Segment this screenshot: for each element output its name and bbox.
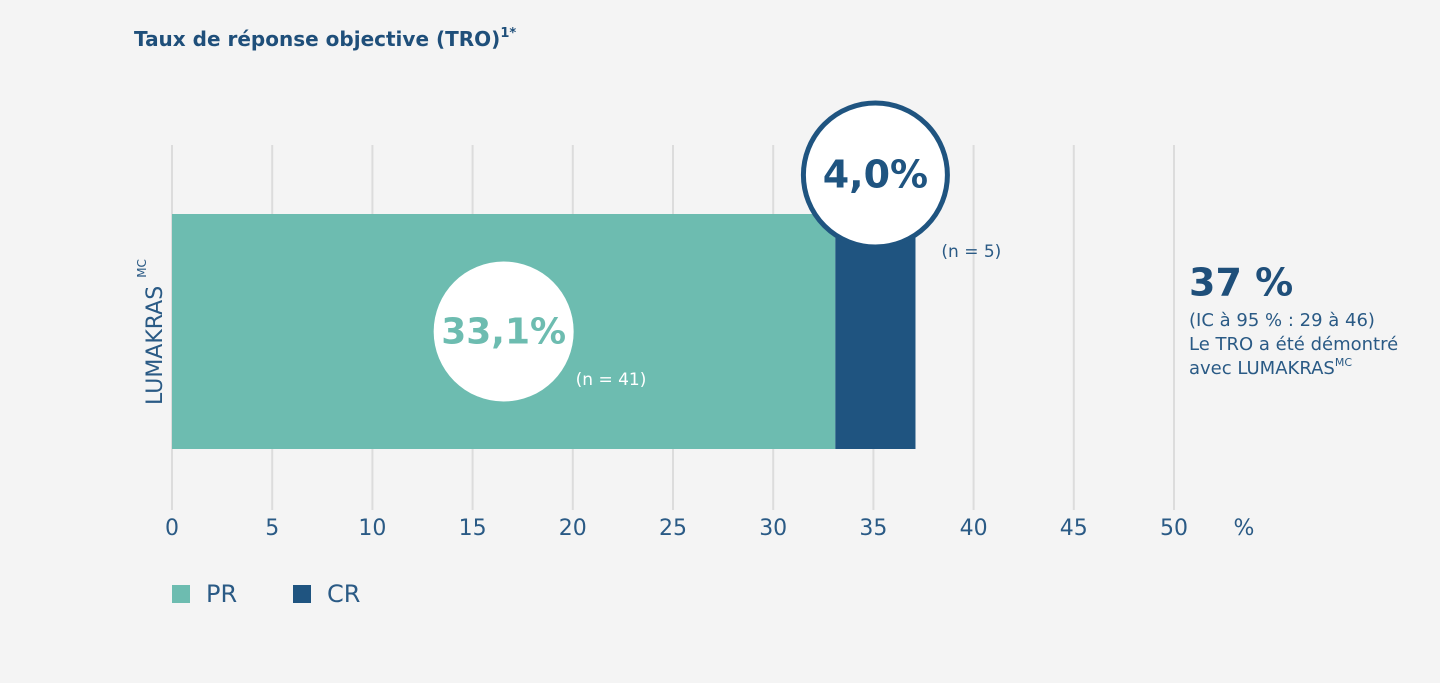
x-axis-label: % <box>1234 516 1255 541</box>
x-tick-label: 50 <box>1160 516 1188 541</box>
x-tick-label: 15 <box>459 516 487 541</box>
x-tick-label: 35 <box>859 516 887 541</box>
category-superscript: MC <box>135 259 149 278</box>
x-tick-label: 5 <box>265 516 279 541</box>
summary-headline: 37 % <box>1189 261 1293 305</box>
x-tick-label: 45 <box>1060 516 1088 541</box>
x-tick-label: 25 <box>659 516 687 541</box>
x-tick-label: 20 <box>559 516 587 541</box>
x-tick-label: 10 <box>358 516 386 541</box>
chart-title-group: Taux de réponse objective (TRO)1* <box>134 26 516 51</box>
count-label: (n = 41) <box>576 370 647 390</box>
summary-line: Le TRO a été démontré <box>1189 334 1398 355</box>
value-badge <box>800 100 950 250</box>
summary-line: avec LUMAKRASMC <box>1189 356 1352 379</box>
legend-label: CR <box>327 580 360 608</box>
value-badge <box>433 261 574 402</box>
title-superscript: 1* <box>500 26 516 41</box>
x-tick-label: 40 <box>960 516 988 541</box>
summary-superscript: MC <box>1335 356 1352 369</box>
category-label: LUMAKRAS <box>143 286 168 405</box>
value-label: 33,1% <box>441 312 566 353</box>
value-label: 4,0% <box>823 153 928 197</box>
x-tick-label: 30 <box>759 516 787 541</box>
count-label: (n = 5) <box>941 242 1001 262</box>
summary-line: (IC à 95 % : 29 à 46) <box>1189 310 1375 331</box>
legend-label: PR <box>206 580 237 608</box>
x-tick-label: 0 <box>165 516 179 541</box>
legend-swatch <box>293 585 311 603</box>
category-label-group: LUMAKRAS MC <box>135 259 169 405</box>
bar-segment <box>835 214 916 449</box>
legend-swatch <box>172 585 190 603</box>
chart-title: Taux de réponse objective (TRO) <box>134 27 500 51</box>
